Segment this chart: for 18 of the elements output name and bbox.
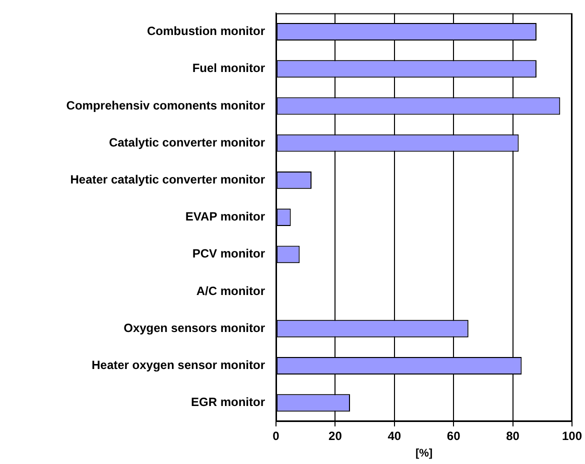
y-tick-label: Heater catalytic converter monitor — [70, 172, 266, 187]
y-tick-label: Oxygen sensors monitor — [124, 320, 266, 335]
y-tick-label: Comprehensiv comonents monitor — [66, 98, 266, 112]
x-tick-label: 80 — [506, 428, 520, 443]
y-tick-label: Fuel monitor — [192, 61, 266, 76]
y-tick-label: Catalytic converter monitor — [108, 135, 266, 150]
x-tick-label: 40 — [388, 428, 402, 443]
x-tick-label: 100 — [562, 428, 582, 443]
y-tick-label: PCV monitor — [192, 246, 266, 261]
y-tick-label: Heater oxygen sensor monitor — [92, 358, 266, 372]
y-tick-label: EGR monitor — [191, 395, 266, 410]
y-tick-label: Combustion monitor — [147, 24, 266, 38]
x-tick-label: 20 — [328, 428, 342, 443]
y-tick-label: EVAP monitor — [185, 210, 266, 224]
x-tick-label: 0 — [272, 428, 280, 443]
x-tick-label: 60 — [446, 428, 461, 443]
x-axis-title: [%] — [415, 447, 433, 460]
y-tick-label: A/C monitor — [196, 284, 266, 298]
